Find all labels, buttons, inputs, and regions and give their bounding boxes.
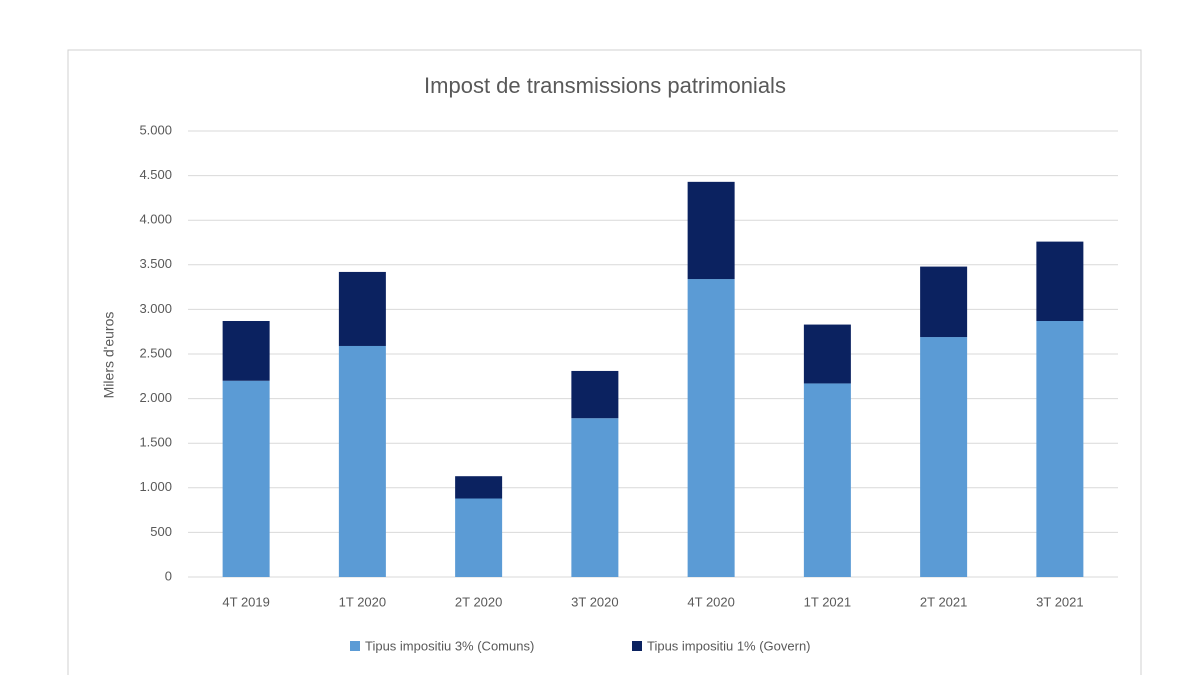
bar-segment [1036, 241, 1084, 321]
x-tick-label: 3T 2020 [571, 594, 618, 609]
x-tick-label: 1T 2020 [339, 594, 386, 609]
x-tick-label: 3T 2021 [1036, 594, 1083, 609]
y-tick-label: 5.000 [139, 122, 172, 137]
bar-segment [687, 181, 735, 280]
y-axis-label: Milers d'euros [101, 312, 117, 399]
bar-segment [920, 337, 968, 577]
bar-segment [338, 345, 386, 577]
x-tick-label: 2T 2020 [455, 594, 502, 609]
bar-segment [1036, 320, 1084, 577]
bar-segment [571, 418, 619, 577]
y-tick-label: 2.500 [139, 345, 172, 360]
y-tick-label: 3.000 [139, 301, 172, 316]
bar-segment [920, 266, 968, 338]
bar-segment [803, 324, 851, 384]
bar-segment [455, 498, 503, 577]
bar-segment [687, 279, 735, 577]
legend-swatch [632, 641, 642, 651]
y-tick-label: 3.500 [139, 256, 172, 271]
x-tick-label: 4T 2019 [222, 594, 269, 609]
x-tick-label: 4T 2020 [687, 594, 734, 609]
bar-segment [455, 476, 503, 499]
chart-frame [67, 49, 1142, 675]
y-tick-label: 4.500 [139, 167, 172, 182]
y-tick-label: 0 [165, 568, 172, 583]
legend-swatch [350, 641, 360, 651]
x-tick-label: 2T 2021 [920, 594, 967, 609]
bar-segment [571, 370, 619, 419]
bar-segment [222, 380, 270, 577]
bar-segment [338, 271, 386, 346]
bar-segment [803, 383, 851, 577]
legend-label: Tipus impositiu 1% (Govern) [647, 638, 811, 653]
chart-title: Impost de transmissions patrimonials [424, 73, 786, 98]
legend-label: Tipus impositiu 3% (Comuns) [365, 638, 534, 653]
bar-segment [222, 320, 270, 381]
y-tick-label: 2.000 [139, 390, 172, 405]
y-tick-label: 1.000 [139, 479, 172, 494]
y-tick-label: 500 [150, 524, 172, 539]
x-tick-label: 1T 2021 [804, 594, 851, 609]
y-tick-label: 1.500 [139, 435, 172, 450]
y-tick-label: 4.000 [139, 212, 172, 227]
